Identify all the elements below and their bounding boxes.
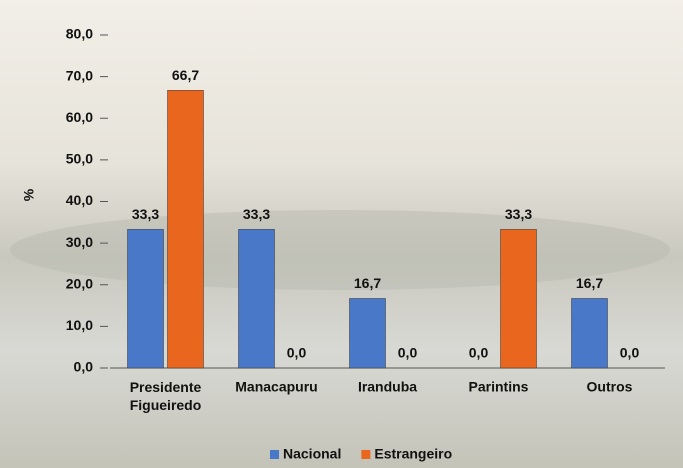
legend-label: Estrangeiro xyxy=(374,446,452,462)
value-label: 33,3 xyxy=(132,206,159,222)
legend-swatch xyxy=(361,450,371,459)
x-tick-label: Parintins xyxy=(469,379,529,395)
legend-label: Nacional xyxy=(283,446,341,462)
x-tick-label: Iranduba xyxy=(358,379,417,395)
y-tick-label: 40,0 xyxy=(66,192,93,208)
value-label: 16,7 xyxy=(354,275,381,291)
value-label: 0,0 xyxy=(469,345,489,361)
y-tick-label: 50,0 xyxy=(66,151,93,167)
y-axis-label: % xyxy=(21,188,37,201)
value-label: 0,0 xyxy=(620,345,640,361)
value-label: 16,7 xyxy=(576,275,603,291)
value-label: 0,0 xyxy=(398,345,418,361)
bar xyxy=(238,229,275,369)
x-tick-label: Presidente Figueiredo xyxy=(130,379,202,413)
x-tick-label: Outros xyxy=(587,379,633,395)
y-tick-label: 60,0 xyxy=(66,109,93,125)
value-label: 33,3 xyxy=(505,206,532,222)
value-label: 66,7 xyxy=(172,67,199,83)
value-label: 0,0 xyxy=(287,345,307,361)
legend-swatch xyxy=(270,450,279,459)
y-tick-label: 20,0 xyxy=(66,275,93,291)
y-tick-label: 80,0 xyxy=(66,26,93,42)
bar xyxy=(571,298,608,369)
value-label: 33,3 xyxy=(243,206,270,222)
y-tick-label: 10,0 xyxy=(66,317,93,333)
bar xyxy=(500,229,537,369)
y-tick-label: 30,0 xyxy=(66,234,93,250)
x-tick-label: Manacapuru xyxy=(235,379,317,395)
y-tick-label: 70,0 xyxy=(66,67,93,83)
bar xyxy=(127,229,164,369)
y-tick-label: 0,0 xyxy=(74,359,94,375)
bar xyxy=(167,90,204,369)
bar xyxy=(349,298,386,369)
background-decoration xyxy=(10,210,670,290)
